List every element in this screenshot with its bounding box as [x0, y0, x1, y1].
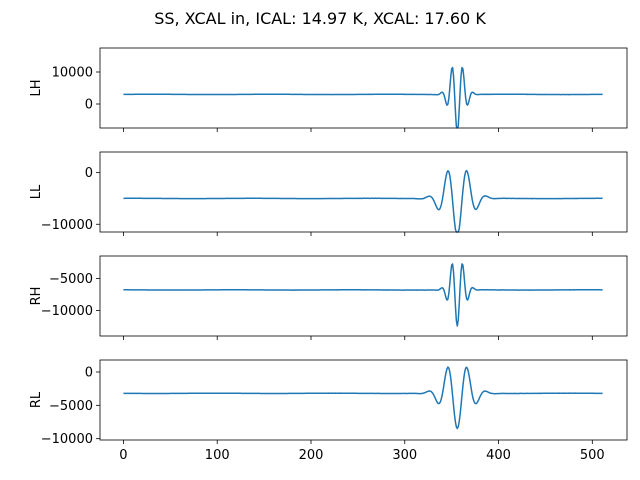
chart-title: SS, XCAL in, ICAL: 14.97 K, XCAL: 17.60 … — [154, 9, 486, 28]
panels: 010000LH0−10000LL−5000−10000RH0−5000−100… — [29, 47, 628, 463]
y-tick-label: 0 — [85, 366, 93, 381]
x-tick-label: 200 — [299, 448, 324, 463]
y-axis-label: LL — [29, 184, 44, 199]
panel-lh: 0 10000 LH — [29, 47, 628, 132]
y-tick-label: −10000 — [41, 432, 93, 447]
series-line — [123, 263, 603, 327]
series-line — [123, 169, 603, 233]
panel-ll: 0 −10000 LL — [29, 151, 628, 236]
series-line — [123, 366, 603, 430]
y-axis-label: RL — [29, 391, 44, 408]
x-tick-label: 500 — [580, 448, 605, 463]
y-tick-label: −5000 — [49, 272, 93, 287]
y-tick-label: −10000 — [41, 218, 93, 233]
x-tick-label: 100 — [205, 448, 230, 463]
series-line — [123, 66, 603, 129]
y-tick-label: 0 — [85, 166, 93, 181]
axes-frame — [99, 255, 628, 337]
x-tick-label: 400 — [486, 448, 511, 463]
axes-frame — [99, 47, 628, 129]
y-tick-label: 10000 — [52, 66, 93, 81]
x-tick-label: 300 — [392, 448, 417, 463]
y-tick-label: −10000 — [41, 304, 93, 319]
y-axis-label: RH — [29, 287, 44, 306]
y-axis-label: LH — [29, 79, 44, 96]
axes-frame — [99, 359, 628, 441]
x-tick-label: 0 — [119, 448, 127, 463]
y-tick-label: −5000 — [49, 399, 93, 414]
y-tick-label: 0 — [85, 98, 93, 113]
panel-rl: 0 −5000 −10000 0 100 200 300 400 500 RL — [29, 359, 628, 463]
axes-frame — [99, 151, 628, 233]
